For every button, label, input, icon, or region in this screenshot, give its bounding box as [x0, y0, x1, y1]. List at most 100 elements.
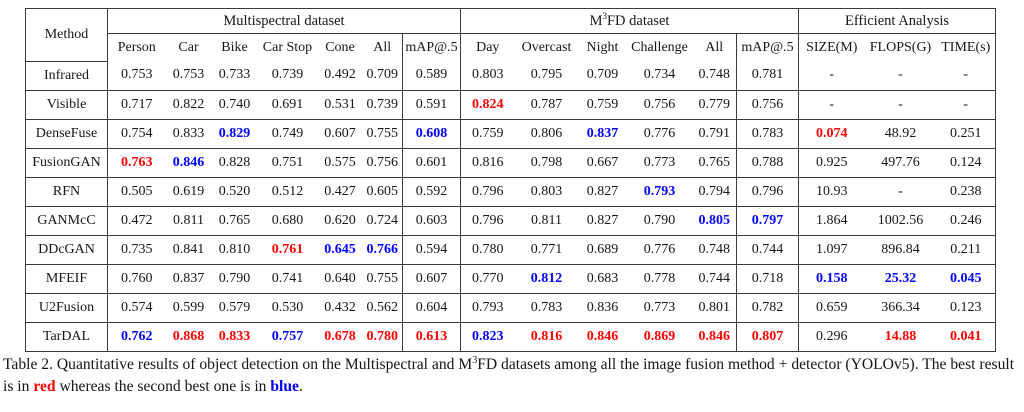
results-table: Method Multispectral dataset M3FD datase…	[25, 8, 996, 352]
value-cell: 0.791	[692, 119, 737, 149]
value-cell: 0.748	[692, 235, 737, 265]
m3fd-superscript: 3	[602, 10, 607, 21]
method-cell: FusionGAN	[25, 148, 108, 178]
value-cell: 0.574	[107, 293, 166, 323]
value-cell: 0.124	[936, 148, 996, 178]
value-cell: 0.762	[121, 328, 153, 344]
column-header-person: Person	[117, 39, 156, 55]
value-cell: 0.619	[165, 177, 212, 207]
value-cell: 0.740	[211, 90, 258, 120]
value-cell: 0.512	[257, 177, 318, 207]
value-cell: 0.605	[362, 177, 403, 207]
value-cell: -	[936, 61, 996, 91]
group-header-row: Method Multispectral dataset M3FD datase…	[25, 8, 996, 62]
value-cell: 48.92	[864, 119, 937, 149]
method-cell: U2Fusion	[25, 293, 108, 323]
value-cell: 0.238	[936, 177, 996, 207]
value-cell: 0.427	[317, 177, 363, 207]
value-cell: 0.744	[736, 235, 799, 265]
value-cell: 0.790	[626, 206, 693, 236]
caption-superscript: 3	[472, 354, 478, 366]
value-cell: 0.760	[107, 264, 166, 294]
value-cell: 0.432	[317, 293, 363, 323]
table-body: Infrared 0.753 0.753 0.733 0.739 0.492 0.709 0.…	[25, 61, 996, 351]
group-header-multispectral: Multispectral dataset	[107, 8, 461, 34]
value-cell: 0.734	[626, 61, 693, 91]
value-cell: 0.773	[626, 293, 693, 323]
value-cell: 0.766	[362, 235, 403, 265]
caption-text: whereas the second best one is in	[55, 378, 271, 396]
value-cell: 0.562	[362, 293, 403, 323]
value-cell: 0.041	[950, 328, 982, 344]
value-cell: 0.757	[271, 328, 304, 344]
value-cell: -	[864, 90, 937, 120]
table-row-fusiongan: FusionGAN 0.763 0.846 0.828 0.751 0.575 0.756 0…	[25, 148, 996, 178]
value-cell: 0.575	[317, 148, 363, 178]
value-cell: 0.806	[514, 119, 579, 149]
value-cell: 0.296	[816, 328, 848, 344]
value-cell: 0.761	[257, 235, 318, 265]
value-cell: 0.783	[736, 119, 799, 149]
value-cell: 0.717	[107, 90, 166, 120]
value-cell: 0.790	[211, 264, 258, 294]
column-header-night: Night	[586, 39, 619, 55]
value-cell: 0.776	[626, 235, 693, 265]
caption-text: .	[298, 378, 303, 396]
column-header-car-stop: Car Stop	[262, 39, 313, 55]
value-cell: -	[864, 61, 937, 91]
value-cell: 0.780	[460, 235, 515, 265]
value-cell: 0.925	[798, 148, 865, 178]
value-cell: 0.744	[692, 264, 737, 294]
value-cell: 0.776	[626, 119, 693, 149]
value-cell: 0.749	[257, 119, 318, 149]
value-cell: -	[864, 177, 937, 207]
value-cell: 0.803	[514, 177, 579, 207]
caption-text: Table 2. Quantitative results of object …	[3, 356, 473, 373]
value-cell: 0.811	[165, 206, 212, 236]
value-cell: 0.756	[736, 90, 799, 120]
value-cell: 0.805	[692, 206, 737, 236]
value-cell: 0.709	[362, 61, 403, 91]
value-cell: 1.864	[798, 206, 865, 236]
table-row-tardal: TarDAL 0.762 0.868 0.833 0.757 0.678 0.780 0.61…	[25, 322, 996, 351]
method-cell: DenseFuse	[25, 119, 108, 149]
value-cell: 0.837	[578, 119, 627, 149]
value-cell: 0.794	[692, 177, 737, 207]
value-cell: 0.607	[317, 119, 363, 149]
value-cell: 0.739	[362, 90, 403, 120]
value-cell: 0.158	[798, 264, 865, 294]
value-cell: 0.594	[402, 235, 461, 265]
value-cell: 0.591	[402, 90, 461, 120]
value-cell: 0.733	[211, 61, 258, 91]
value-cell: 0.816	[460, 148, 515, 178]
value-cell: 0.601	[402, 148, 461, 178]
value-cell: 1.097	[798, 235, 865, 265]
value-cell: 0.754	[107, 119, 166, 149]
caption-text: FD datasets among all the image fusion m…	[3, 356, 1015, 396]
value-cell: 0.822	[165, 90, 212, 120]
value-cell: 0.816	[530, 328, 563, 344]
value-cell: 0.824	[460, 90, 515, 120]
value-cell: 0.798	[514, 148, 579, 178]
column-header-flops-g-: FLOPS(G)	[869, 39, 932, 55]
value-cell: 0.778	[626, 264, 693, 294]
value-cell: 0.846	[586, 328, 619, 344]
value-cell: 0.251	[936, 119, 996, 149]
value-cell: 0.724	[362, 206, 403, 236]
method-cell: MFEIF	[25, 264, 108, 294]
value-cell: 0.640	[317, 264, 363, 294]
value-cell: 10.93	[798, 177, 865, 207]
value-cell: 0.796	[460, 206, 515, 236]
method-cell: RFN	[25, 177, 108, 207]
group-header-m3fd: M3FD dataset	[460, 8, 799, 34]
value-cell: 0.795	[514, 61, 579, 91]
table-row-ganmcc: GANMcC 0.472 0.811 0.765 0.680 0.620 0.724 0.60…	[25, 206, 996, 236]
value-cell: 0.472	[107, 206, 166, 236]
value-cell: 0.603	[402, 206, 461, 236]
value-cell: 0.505	[107, 177, 166, 207]
value-cell: 0.836	[578, 293, 627, 323]
m3fd-suffix: FD dataset	[606, 12, 670, 29]
column-header-overcast: Overcast	[521, 39, 572, 55]
value-cell: 0.773	[626, 148, 693, 178]
value-cell: 0.796	[460, 177, 515, 207]
